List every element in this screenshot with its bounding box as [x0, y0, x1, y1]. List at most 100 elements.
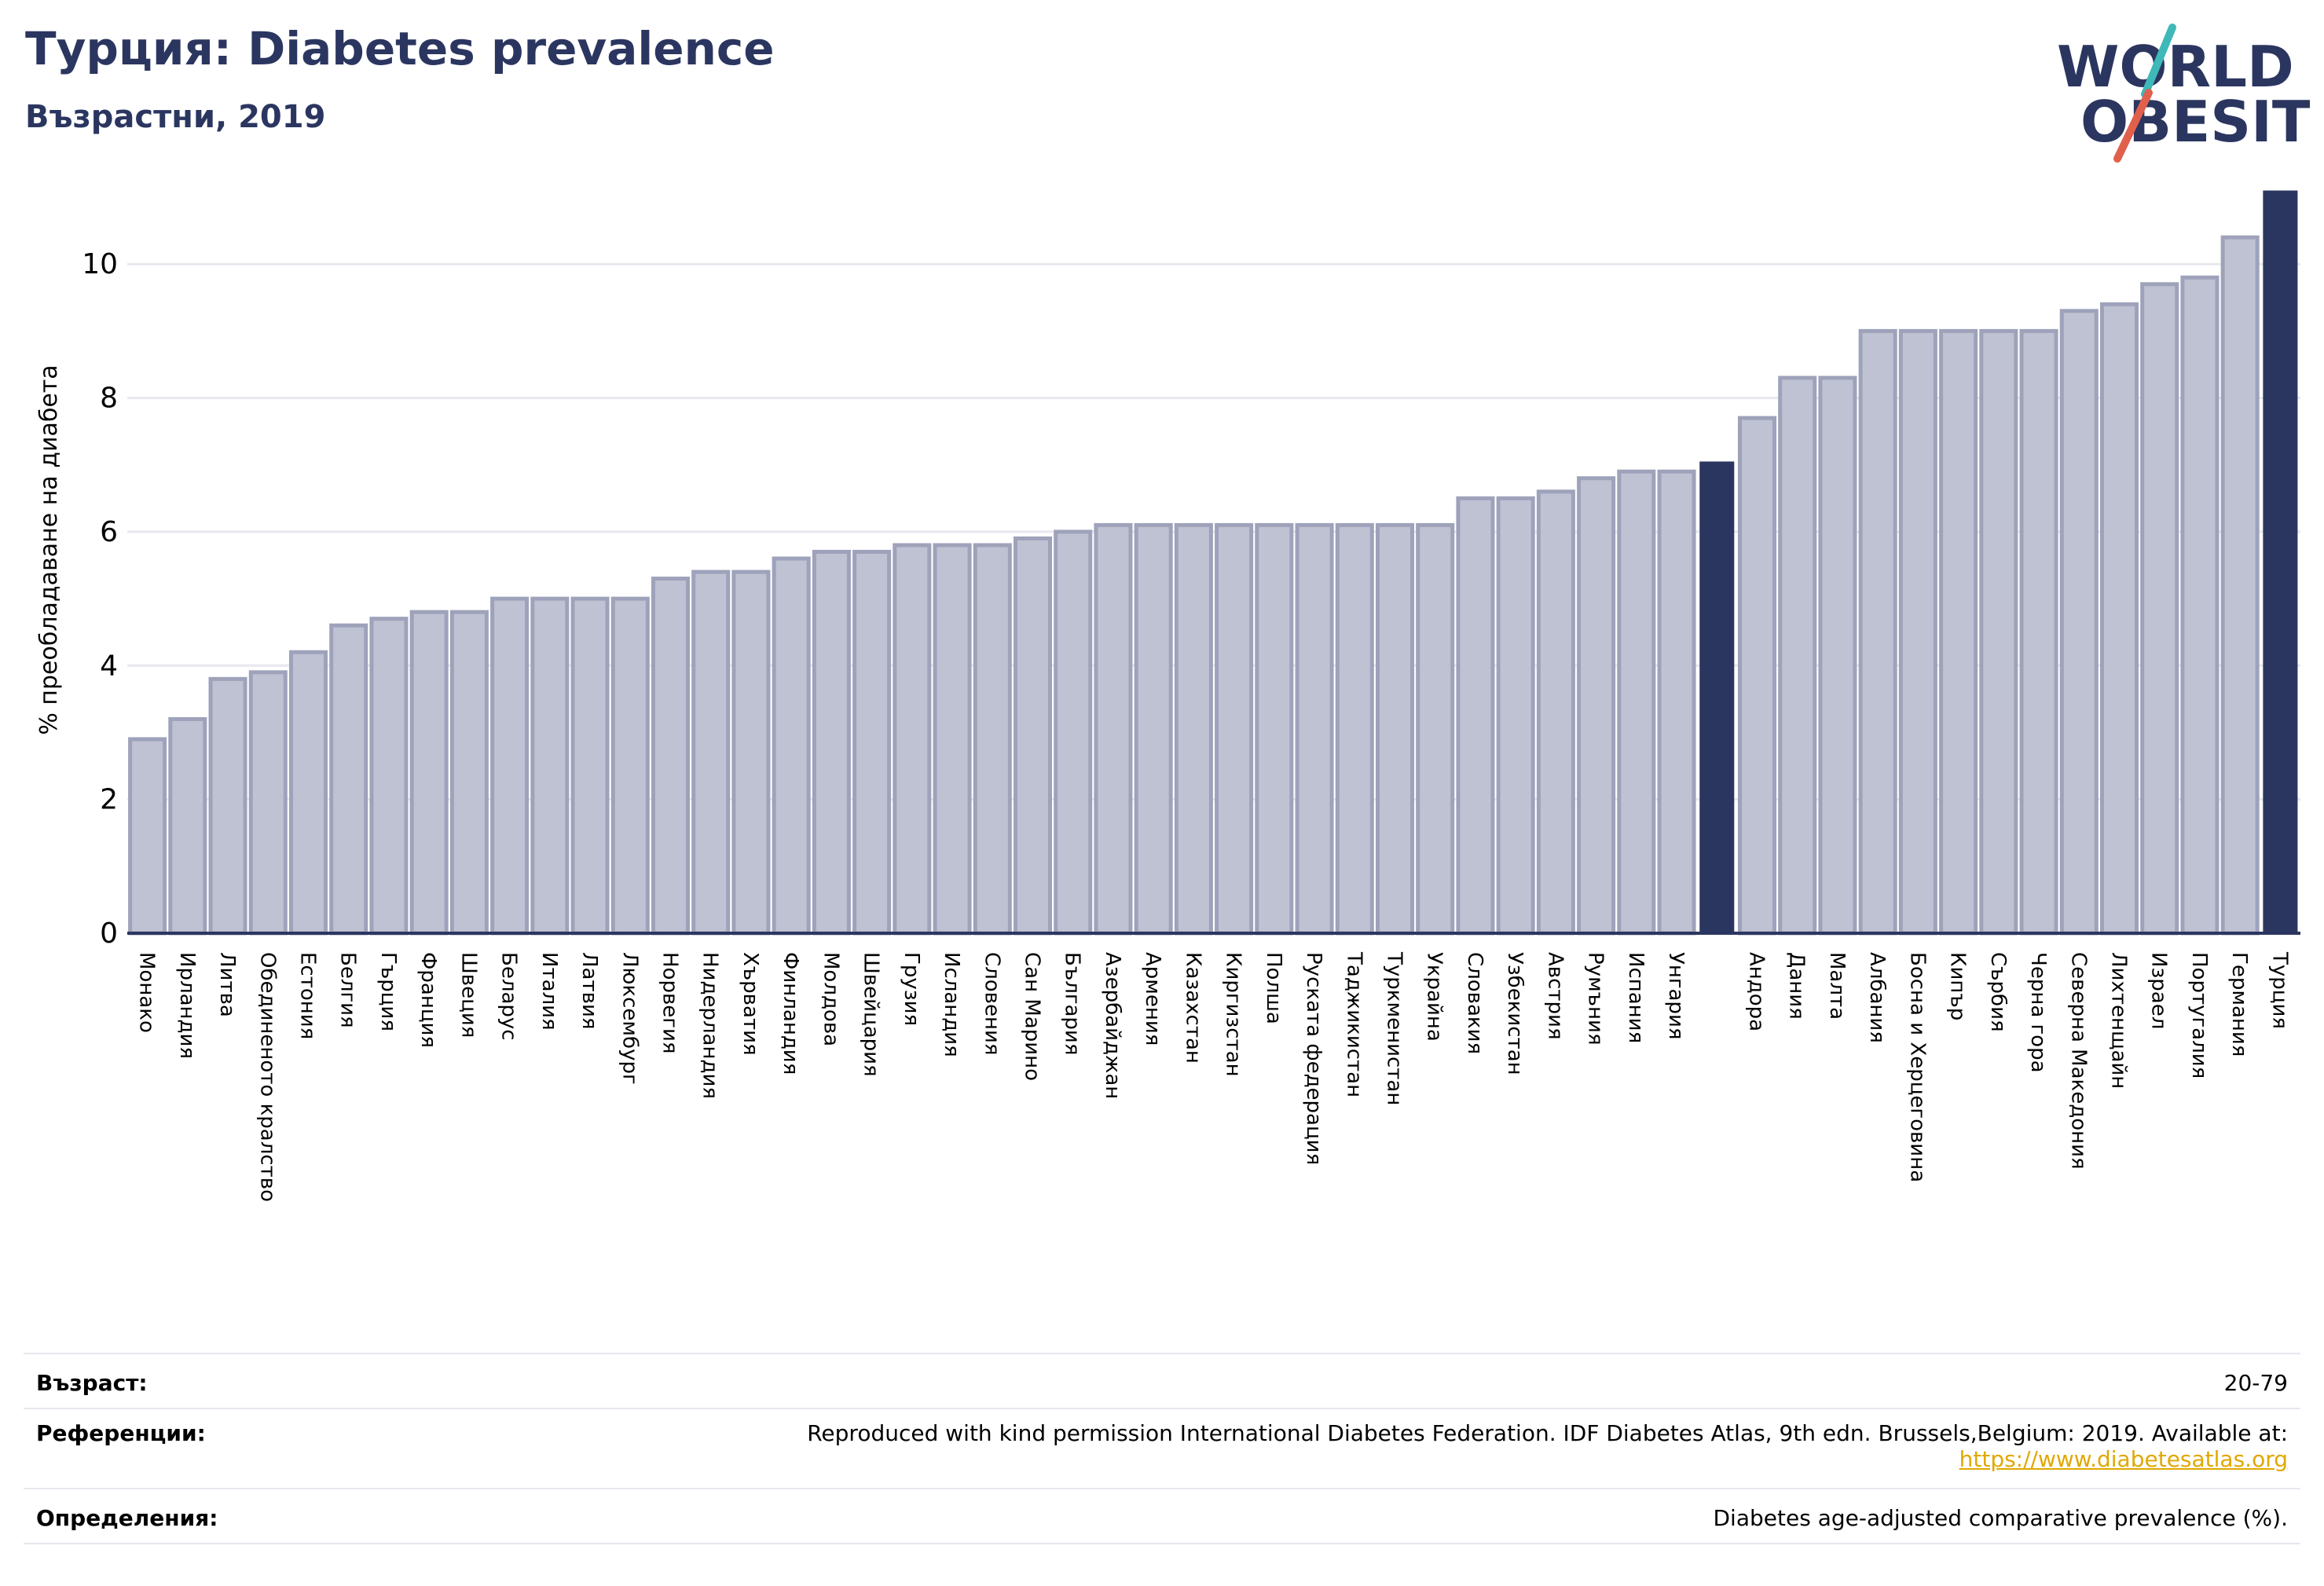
x-tick-label: Албания — [1865, 952, 1889, 1043]
bar — [1858, 328, 1897, 936]
x-tick-label: Ирландия — [175, 952, 199, 1059]
y-axis-label: % преобладаване на диабета — [35, 364, 63, 734]
references-link[interactable]: https://www.diabetesatlas.org — [1959, 1446, 2288, 1472]
x-tick-label: Андора — [1745, 952, 1769, 1031]
logo-slash-red — [2113, 89, 2153, 163]
x-tick-label: Армения — [1141, 952, 1164, 1046]
y-tick-label: 6 — [100, 516, 118, 548]
x-tick-label: Полша — [1262, 952, 1285, 1024]
bar — [1054, 529, 1093, 936]
x-tick-label: Естония — [296, 952, 320, 1039]
x-tick-label: Исландия — [940, 952, 963, 1057]
bar-chart: 0 2 4 6 8 10 Монако Ирландия Литва Обединеното к… — [35, 190, 2300, 1202]
bar — [973, 543, 1012, 936]
references-value: Reproduced with kind permission Internat… — [807, 1420, 2288, 1472]
bar — [329, 623, 368, 936]
x-tick-label: Кипър — [1946, 952, 1970, 1020]
bar — [530, 596, 570, 936]
bar-layer — [127, 190, 2300, 936]
bar — [490, 596, 530, 936]
bar — [1737, 416, 1777, 936]
x-tick-label: Италия — [537, 952, 561, 1031]
x-tick-label: Белгия — [336, 952, 360, 1028]
bar — [1778, 375, 1817, 936]
x-tick-label: Малта — [1825, 952, 1849, 1020]
page-title: Турция: Diabetes prevalence — [25, 22, 775, 75]
bar — [369, 617, 409, 936]
x-tick-label: Лихтенщайн — [2107, 952, 2131, 1089]
x-tick-label: Румъния — [1584, 952, 1607, 1046]
x-tick-label: Люксембург — [618, 952, 641, 1085]
references-text: Reproduced with kind permission Internat… — [807, 1420, 2288, 1446]
bar — [731, 570, 771, 936]
bar — [1335, 522, 1374, 936]
bar — [1215, 522, 1254, 936]
x-tick-label: Латвия — [577, 952, 601, 1030]
bar — [1295, 522, 1334, 936]
bar — [2180, 275, 2220, 936]
bar — [1456, 496, 1495, 936]
logo-text-obesity: OBESITY — [2080, 89, 2310, 155]
x-tick-label: Киргизстан — [1222, 952, 1245, 1077]
bar — [1898, 328, 1937, 936]
bar — [2220, 235, 2260, 936]
bar — [1939, 328, 1978, 936]
bar — [1979, 328, 2018, 936]
x-tick-label: Грузия — [900, 952, 923, 1026]
tick-layer: 0 2 4 6 8 10 — [82, 248, 118, 950]
bar — [933, 543, 972, 936]
bar — [1617, 469, 1656, 936]
y-tick-label: 10 — [82, 248, 118, 280]
x-tick-label: Литва — [215, 952, 239, 1017]
bar — [1416, 522, 1455, 936]
x-tick-label: Монако — [135, 952, 159, 1033]
x-tick-label: Словакия — [1463, 952, 1486, 1054]
bar — [1174, 522, 1213, 936]
bar — [1577, 476, 1616, 936]
bar — [570, 596, 610, 936]
x-tick-label: Франция — [416, 952, 440, 1048]
x-tick-label: Германия — [2227, 952, 2251, 1057]
logo-text-world: WORLD — [2057, 34, 2294, 100]
age-label: Възраст: — [36, 1370, 148, 1396]
x-tick-label: Украйна — [1423, 952, 1446, 1042]
x-tick-label: Сърбия — [1986, 952, 2010, 1032]
age-value: 20-79 — [2223, 1370, 2288, 1396]
x-tick-label: Беларус — [497, 952, 521, 1041]
bar — [248, 670, 288, 936]
x-tick-label: Швейцария — [860, 952, 883, 1077]
x-tick-label: Черна гора — [2026, 952, 2050, 1073]
x-tick-label: Узбекистан — [1503, 952, 1527, 1075]
logo-slash-teal — [2141, 24, 2176, 98]
bar — [2263, 190, 2298, 934]
bar — [168, 716, 207, 936]
x-tick-label: Нидерландия — [698, 952, 722, 1099]
bar — [409, 610, 449, 936]
x-tick-label: Израел — [2147, 952, 2171, 1029]
x-tick-label: Норвегия — [658, 952, 682, 1053]
footer-row-definitions: Определения: Diabetes age-adjusted compa… — [24, 1488, 2300, 1544]
bar — [1536, 489, 1575, 936]
bar — [812, 549, 851, 936]
definitions-label: Определения: — [36, 1505, 218, 1531]
y-tick-label: 4 — [100, 650, 118, 682]
footer-row-age: Възраст: 20-79 — [24, 1353, 2300, 1408]
bar — [288, 650, 328, 936]
bar — [2019, 328, 2058, 936]
bar — [1699, 461, 1735, 933]
bar — [2059, 309, 2099, 936]
bar — [772, 556, 811, 936]
page-subtitle: Възрастни, 2019 — [25, 99, 326, 135]
x-tick-label: Гърция — [376, 952, 400, 1031]
x-tick-label: Испания — [1624, 952, 1648, 1043]
x-tick-label: Дания — [1785, 952, 1809, 1020]
x-tick-label: Хърватия — [739, 952, 762, 1056]
bar — [1818, 375, 1857, 936]
x-tick-label: Австрия — [1543, 952, 1567, 1040]
footer-table: Възраст: 20-79 Референции: Reproduced wi… — [24, 1353, 2300, 1544]
bar — [1496, 496, 1535, 936]
x-tick-label: Унгария — [1664, 952, 1688, 1039]
definitions-value: Diabetes age-adjusted comparative preval… — [1713, 1505, 2289, 1531]
bar — [691, 570, 731, 936]
x-tick-label: Словения — [980, 952, 1003, 1056]
